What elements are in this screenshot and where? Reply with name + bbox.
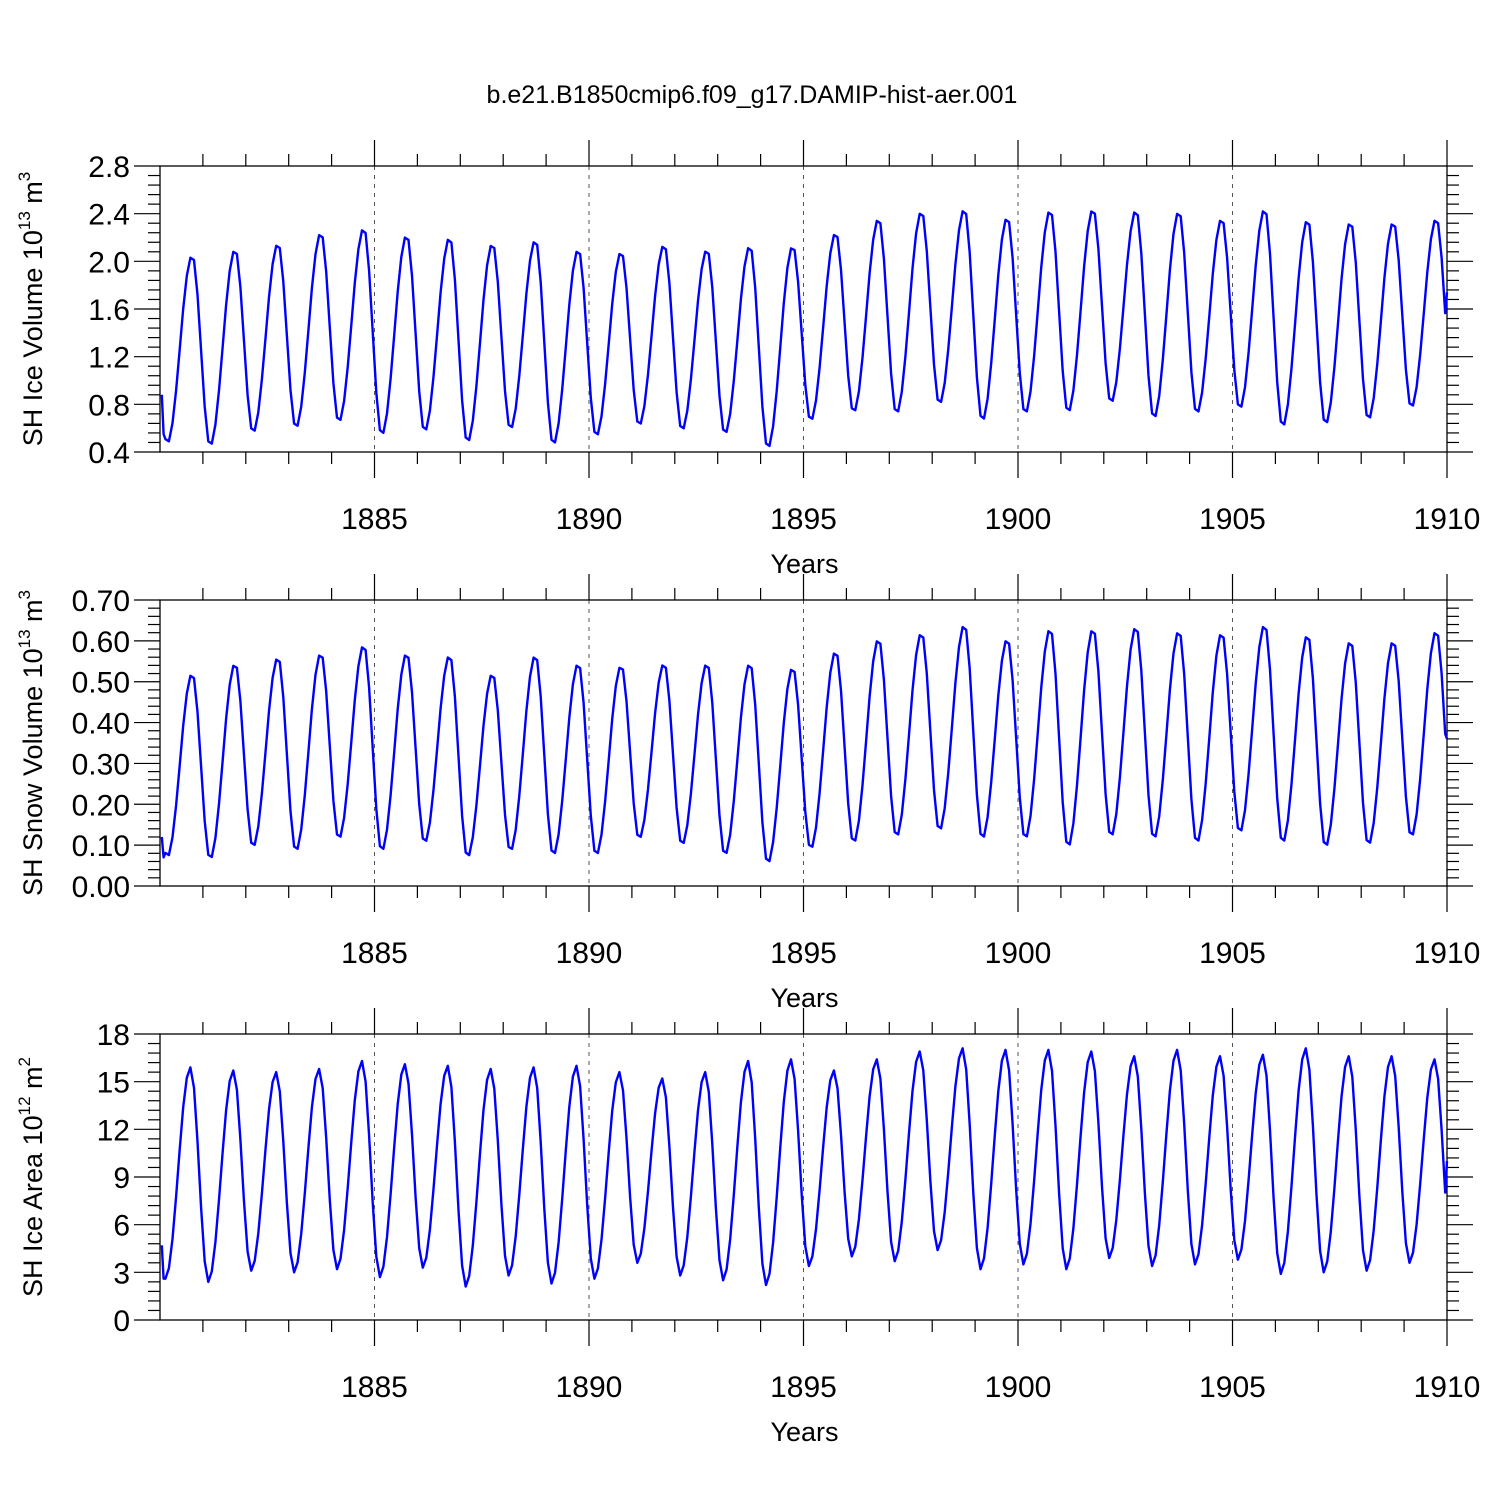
y-tick-label: 0.40 <box>72 708 130 741</box>
y-tick-label: 18 <box>97 1019 130 1052</box>
x-tick-label: 1895 <box>770 503 837 536</box>
x-tick-label: 1905 <box>1199 503 1266 536</box>
y-tick-label: 0.50 <box>72 667 130 700</box>
x-tick-label: 1885 <box>341 937 408 970</box>
series-line-sh-ice-volume <box>160 210 1449 448</box>
x-axis-label: Years <box>770 1417 838 1447</box>
x-tick-label: 1890 <box>556 937 623 970</box>
series-line-sh-ice-area <box>160 1047 1449 1288</box>
y-tick-label: 6 <box>113 1210 130 1243</box>
y-tick-label: 0.10 <box>72 830 130 863</box>
x-tick-label: 1905 <box>1199 937 1266 970</box>
y-tick-label: 0.8 <box>88 389 130 422</box>
x-axis-label: Years <box>770 983 838 1013</box>
y-tick-label: 1.2 <box>88 342 130 375</box>
y-tick-label: 0.00 <box>72 871 130 904</box>
y-tick-label: 0.70 <box>72 585 130 618</box>
y-tick-label: 0.20 <box>72 789 130 822</box>
x-tick-label: 1910 <box>1414 1371 1481 1404</box>
chart-title: b.e21.B1850cmip6.f09_g17.DAMIP-hist-aer.… <box>487 81 1018 109</box>
y-axis-label-unit: m <box>18 181 48 211</box>
y-tick-label: 0.60 <box>72 626 130 659</box>
y-axis-label: SH Ice Volume 1013 m3 <box>15 172 48 447</box>
x-tick-label: 1900 <box>985 1371 1052 1404</box>
y-axis-label-text: SH Ice Volume 10 <box>18 230 48 446</box>
x-tick-label: 1890 <box>556 1371 623 1404</box>
y-axis-label-unit: m <box>18 599 48 629</box>
y-axis-label: SH Snow Volume 1013 m3 <box>15 590 48 896</box>
y-tick-label: 1.6 <box>88 294 130 327</box>
y-axis-label-text: SH Snow Volume 10 <box>18 648 48 896</box>
x-axis-label: Years <box>770 549 838 579</box>
y-tick-label: 9 <box>113 1162 130 1195</box>
y-axis-label-unit-exponent: 3 <box>15 590 34 599</box>
y-axis-label-unit-exponent: 2 <box>15 1057 34 1066</box>
panel-sh-ice-area: 1885 1890 1895 1900 1905 1910 0 3 6 9 12 15 18 Years S… <box>15 1008 1480 1447</box>
y-axis-label-unit: m <box>18 1066 48 1096</box>
y-axis-label-text: SH Ice Area 10 <box>18 1115 48 1297</box>
y-tick-label: 2.0 <box>88 246 130 279</box>
panel-sh-ice-volume: 1885 1890 1895 1900 1905 1910 0.4 0.8 1.2 1.6 2.0 2… <box>15 140 1480 579</box>
x-tick-label: 1910 <box>1414 937 1481 970</box>
x-tick-label: 1895 <box>770 937 837 970</box>
x-tick-label: 1890 <box>556 503 623 536</box>
y-axis-label-exponent: 12 <box>15 1096 34 1115</box>
x-tick-label: 1910 <box>1414 503 1481 536</box>
series-line-sh-snow-volume <box>160 625 1449 863</box>
x-tick-label: 1885 <box>341 1371 408 1404</box>
panel-sh-snow-volume: 1885 1890 1895 1900 1905 1910 0.00 0.10 0.20 0.30… <box>15 574 1480 1013</box>
x-tick-label: 1900 <box>985 503 1052 536</box>
y-tick-label: 15 <box>97 1067 130 1100</box>
y-tick-label: 2.4 <box>88 199 130 232</box>
y-axis-label-unit-exponent: 3 <box>15 172 34 181</box>
y-tick-label: 0 <box>113 1305 130 1338</box>
x-tick-label: 1885 <box>341 503 408 536</box>
y-tick-label: 2.8 <box>88 151 130 184</box>
y-tick-label: 0.4 <box>88 437 130 470</box>
x-tick-label: 1900 <box>985 937 1052 970</box>
x-tick-label: 1905 <box>1199 1371 1266 1404</box>
x-tick-label: 1895 <box>770 1371 837 1404</box>
y-tick-label: 12 <box>97 1114 130 1147</box>
y-axis-label-exponent: 13 <box>15 629 34 648</box>
y-axis-label-exponent: 13 <box>15 211 34 230</box>
y-tick-label: 0.30 <box>72 748 130 781</box>
y-axis-label: SH Ice Area 1012 m2 <box>15 1057 48 1297</box>
y-tick-label: 3 <box>113 1257 130 1290</box>
